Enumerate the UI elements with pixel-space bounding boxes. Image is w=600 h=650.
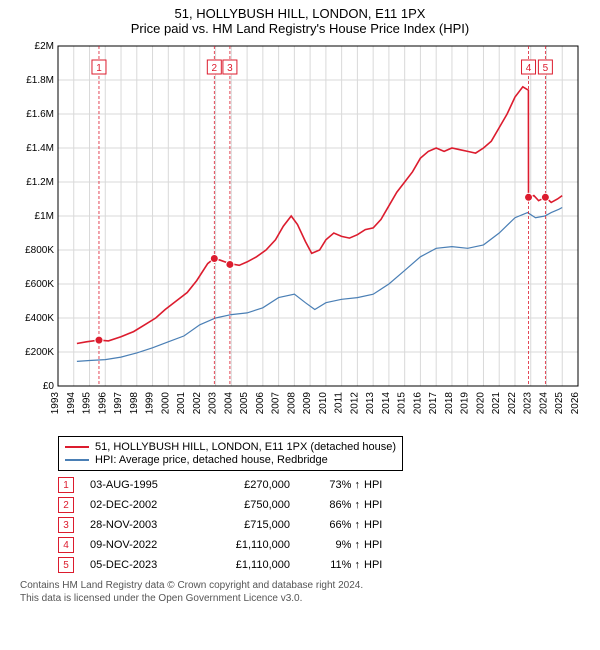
transaction-pct: 86% ↑ (290, 499, 360, 511)
svg-text:5: 5 (543, 63, 549, 74)
legend: 51, HOLLYBUSH HILL, LONDON, E11 1PX (det… (58, 436, 403, 471)
svg-text:2024: 2024 (538, 392, 549, 415)
table-row: 4 09-NOV-2022£1,110,0009% ↑ HPI (58, 537, 590, 553)
transaction-price: £1,110,000 (200, 559, 290, 571)
svg-text:1: 1 (96, 63, 102, 74)
svg-text:2018: 2018 (444, 392, 455, 415)
transaction-price: £750,000 (200, 499, 290, 511)
transaction-hpi: HPI (364, 499, 382, 511)
footnote-line: Contains HM Land Registry data © Crown c… (20, 579, 590, 592)
svg-text:2002: 2002 (192, 392, 203, 415)
legend-item-hpi: HPI: Average price, detached house, Redb… (65, 454, 396, 466)
transaction-hpi: HPI (364, 479, 382, 491)
svg-text:£200K: £200K (25, 347, 54, 358)
transaction-number: 3 (58, 517, 74, 533)
svg-text:£1.2M: £1.2M (26, 177, 54, 188)
svg-text:£1M: £1M (35, 211, 54, 222)
svg-text:2011: 2011 (334, 392, 345, 414)
transaction-hpi: HPI (364, 559, 382, 571)
footnote-line: This data is licensed under the Open Gov… (20, 592, 590, 605)
svg-text:2012: 2012 (349, 392, 360, 415)
svg-text:£0: £0 (43, 381, 55, 392)
transaction-pct: 73% ↑ (290, 479, 360, 491)
transaction-number: 1 (58, 477, 74, 493)
legend-label: HPI: Average price, detached house, Redb… (95, 454, 328, 466)
transaction-price: £1,110,000 (200, 539, 290, 551)
svg-text:2000: 2000 (160, 392, 171, 415)
svg-text:2013: 2013 (365, 392, 376, 415)
transaction-pct: 9% ↑ (290, 539, 360, 551)
svg-text:1994: 1994 (66, 392, 77, 415)
svg-text:2019: 2019 (460, 392, 471, 415)
transactions-table: 1 03-AUG-1995£270,00073% ↑ HPI 2 02-DEC-2002… (58, 477, 590, 573)
svg-text:£600K: £600K (25, 279, 54, 290)
svg-text:2004: 2004 (223, 392, 234, 415)
transaction-date: 02-DEC-2002 (90, 499, 200, 511)
svg-text:2001: 2001 (176, 392, 187, 415)
transaction-price: £715,000 (200, 519, 290, 531)
transaction-date: 09-NOV-2022 (90, 539, 200, 551)
table-row: 1 03-AUG-1995£270,00073% ↑ HPI (58, 477, 590, 493)
footnote: Contains HM Land Registry data © Crown c… (20, 579, 590, 605)
svg-text:1993: 1993 (50, 392, 61, 415)
transaction-pct: 11% ↑ (290, 559, 360, 571)
svg-text:2007: 2007 (271, 392, 282, 415)
transaction-hpi: HPI (364, 519, 382, 531)
svg-text:£1.4M: £1.4M (26, 143, 54, 154)
price-chart: £0 £200K £400K £600K £800K £1M £1.2M £1.4M £1.6M… (10, 40, 590, 430)
legend-label: 51, HOLLYBUSH HILL, LONDON, E11 1PX (det… (95, 441, 396, 453)
svg-text:1996: 1996 (97, 392, 108, 415)
table-row: 5 05-DEC-2023£1,110,00011% ↑ HPI (58, 557, 590, 573)
svg-text:£2M: £2M (35, 41, 54, 52)
svg-text:2023: 2023 (523, 392, 534, 415)
transaction-number: 2 (58, 497, 74, 513)
svg-text:£1.8M: £1.8M (26, 75, 54, 86)
svg-text:£400K: £400K (25, 313, 54, 324)
svg-text:2021: 2021 (491, 392, 502, 415)
transaction-date: 28-NOV-2003 (90, 519, 200, 531)
legend-item-property: 51, HOLLYBUSH HILL, LONDON, E11 1PX (det… (65, 441, 396, 453)
svg-text:3: 3 (227, 63, 233, 74)
transaction-price: £270,000 (200, 479, 290, 491)
svg-text:2026: 2026 (570, 392, 581, 415)
svg-text:2008: 2008 (286, 392, 297, 415)
svg-text:2: 2 (212, 63, 218, 74)
table-row: 3 28-NOV-2003£715,00066% ↑ HPI (58, 517, 590, 533)
transaction-date: 03-AUG-1995 (90, 479, 200, 491)
svg-text:2015: 2015 (397, 392, 408, 415)
svg-text:2005: 2005 (239, 392, 250, 415)
svg-text:2003: 2003 (208, 392, 219, 415)
table-row: 2 02-DEC-2002£750,00086% ↑ HPI (58, 497, 590, 513)
svg-text:2020: 2020 (475, 392, 486, 415)
svg-text:2025: 2025 (554, 392, 565, 415)
svg-text:2014: 2014 (381, 392, 392, 415)
svg-text:£800K: £800K (25, 245, 54, 256)
svg-text:2016: 2016 (412, 392, 423, 415)
svg-text:4: 4 (526, 63, 532, 74)
svg-text:2006: 2006 (255, 392, 266, 415)
svg-text:1998: 1998 (129, 392, 140, 415)
page-subtitle: Price paid vs. HM Land Registry's House … (10, 21, 590, 36)
svg-text:2010: 2010 (318, 392, 329, 415)
svg-text:2022: 2022 (507, 392, 518, 415)
transaction-pct: 66% ↑ (290, 519, 360, 531)
svg-text:1997: 1997 (113, 392, 124, 415)
svg-text:2009: 2009 (302, 392, 313, 415)
transaction-hpi: HPI (364, 539, 382, 551)
transaction-number: 4 (58, 537, 74, 553)
svg-text:1995: 1995 (82, 392, 93, 415)
transaction-date: 05-DEC-2023 (90, 559, 200, 571)
svg-text:1999: 1999 (145, 392, 156, 415)
page-title: 51, HOLLYBUSH HILL, LONDON, E11 1PX (10, 6, 590, 21)
svg-text:£1.6M: £1.6M (26, 109, 54, 120)
svg-text:2017: 2017 (428, 392, 439, 415)
transaction-number: 5 (58, 557, 74, 573)
